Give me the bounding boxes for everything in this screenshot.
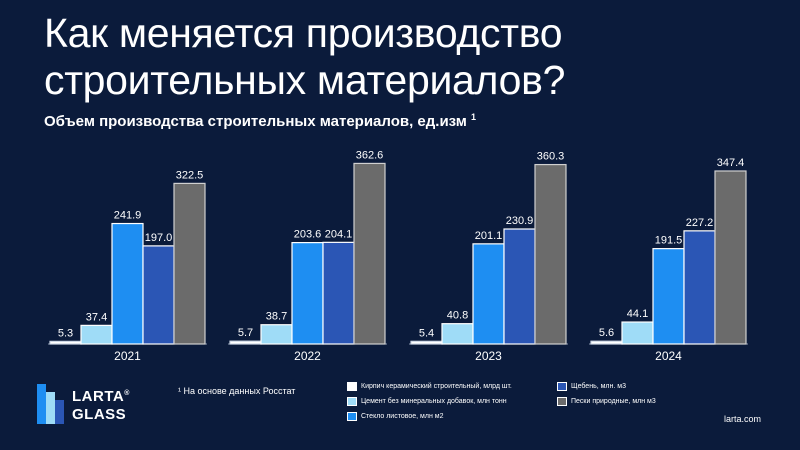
legend-label: Стекло листовое, млн м2 bbox=[361, 413, 444, 420]
bar-2024-series-5 bbox=[714, 170, 747, 345]
data-label: 360.3 bbox=[537, 151, 565, 163]
bar-2021-series-4 bbox=[142, 245, 175, 345]
legend-label: Кирпич керамический строительный, млрд ш… bbox=[361, 383, 512, 390]
data-label: 5.3 bbox=[58, 327, 73, 339]
bar-2023-series-1 bbox=[410, 340, 443, 345]
logo-registered-mark: ® bbox=[124, 389, 130, 397]
bar-2023-series-5 bbox=[534, 163, 567, 345]
source-footnote: ¹ На основе данных Росстат bbox=[178, 386, 296, 396]
data-label: 201.1 bbox=[475, 230, 503, 242]
data-label: 197.0 bbox=[145, 232, 173, 244]
bar-2024-series-4 bbox=[683, 230, 716, 345]
x-tick-label: 2021 bbox=[114, 349, 141, 363]
larta-glass-logo: LARTA® GLASS bbox=[37, 384, 130, 424]
data-label: 227.2 bbox=[686, 217, 714, 229]
data-label: 191.5 bbox=[655, 235, 683, 247]
data-label: 362.6 bbox=[356, 149, 384, 161]
x-tick-label: 2022 bbox=[294, 349, 321, 363]
data-label: 230.9 bbox=[506, 215, 534, 227]
bar-2022-series-3 bbox=[291, 242, 324, 345]
logo-mark-icon bbox=[37, 384, 65, 424]
legend-swatch bbox=[347, 412, 357, 421]
data-label: 322.5 bbox=[176, 169, 204, 181]
page-title: Как меняется производство строительных м… bbox=[44, 10, 566, 103]
legend-label: Цемент без минеральных добавок, млн тонн bbox=[361, 398, 507, 405]
data-label: 5.4 bbox=[419, 327, 434, 339]
legend-item: Цемент без минеральных добавок, млн тонн bbox=[347, 397, 507, 406]
data-label: 241.9 bbox=[114, 210, 142, 222]
data-label: 37.4 bbox=[86, 311, 107, 323]
bar-2022-series-1 bbox=[229, 340, 262, 345]
data-label: 204.1 bbox=[325, 228, 353, 240]
bar-2024-series-1 bbox=[590, 340, 623, 345]
data-label: 5.6 bbox=[599, 327, 614, 339]
legend-label: Щебень, млн. м3 bbox=[571, 383, 626, 390]
subtitle-text: Объем производства строительных материал… bbox=[44, 113, 467, 130]
bar-2021-series-2 bbox=[80, 324, 113, 345]
legend-swatch bbox=[347, 397, 357, 406]
legend-label: Пески природные, млн м3 bbox=[571, 398, 656, 405]
bar-2023-series-2 bbox=[441, 323, 474, 345]
x-tick-label: 2024 bbox=[655, 349, 682, 363]
legend-swatch bbox=[557, 382, 567, 391]
bar-2023-series-4 bbox=[503, 228, 536, 345]
data-label: 44.1 bbox=[627, 308, 648, 320]
data-label: 38.7 bbox=[266, 311, 287, 323]
bar-2022-series-5 bbox=[353, 162, 386, 345]
bar-2021-series-5 bbox=[173, 182, 206, 345]
bar-2021-series-3 bbox=[111, 222, 144, 345]
bar-2023-series-3 bbox=[472, 243, 505, 345]
data-label: 203.6 bbox=[294, 229, 322, 241]
legend-item: Кирпич керамический строительный, млрд ш… bbox=[347, 382, 512, 391]
bar-2021-series-1 bbox=[49, 340, 82, 345]
chart-subtitle: Объем производства строительных материал… bbox=[44, 112, 476, 130]
logo-line-1: LARTA bbox=[72, 387, 125, 405]
legend-swatch bbox=[557, 397, 567, 406]
legend-item: Щебень, млн. м3 bbox=[557, 382, 626, 391]
bar-2024-series-2 bbox=[621, 321, 654, 345]
data-label: 40.8 bbox=[447, 310, 468, 322]
data-label: 347.4 bbox=[717, 157, 745, 169]
bar-2024-series-3 bbox=[652, 248, 685, 345]
legend-item: Стекло листовое, млн м2 bbox=[347, 412, 443, 421]
subtitle-footnote-mark: 1 bbox=[471, 112, 477, 122]
x-tick-label: 2023 bbox=[475, 349, 502, 363]
website-link[interactable]: larta.com bbox=[723, 414, 761, 424]
data-label: 5.7 bbox=[238, 327, 253, 339]
legend-swatch bbox=[347, 382, 357, 391]
logo-text: LARTA® GLASS bbox=[72, 385, 130, 424]
bar-2022-series-4 bbox=[322, 241, 355, 345]
legend-item: Пески природные, млн м3 bbox=[557, 397, 656, 406]
bar-2022-series-2 bbox=[260, 324, 293, 345]
logo-line-2: GLASS bbox=[72, 405, 127, 423]
